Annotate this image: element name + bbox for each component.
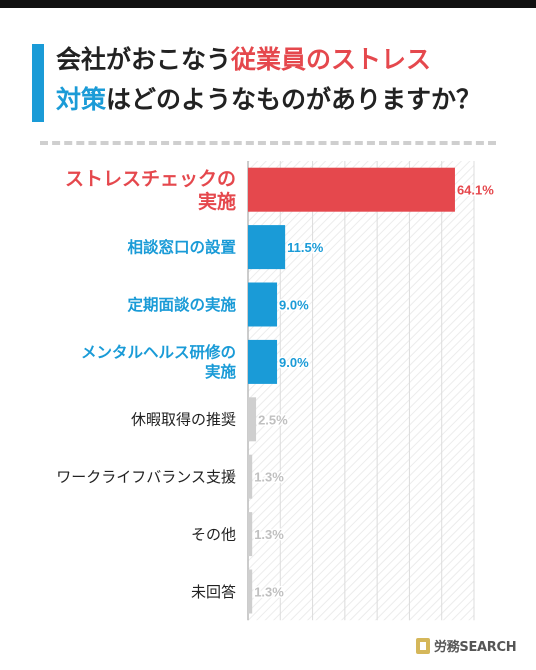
bar xyxy=(248,512,253,557)
book-icon xyxy=(416,637,430,654)
value-label: 1.3% xyxy=(254,585,284,600)
title-accent-bar xyxy=(32,44,44,122)
category-label: ワークライフバランス支援 xyxy=(56,468,236,486)
category-label: 実施 xyxy=(198,190,236,213)
category-label: 実施 xyxy=(205,362,237,381)
brand-logo: 労務SEARCH xyxy=(416,636,517,655)
bar xyxy=(248,397,257,442)
title-line-2: 対策はどのようなものがありますか？ xyxy=(56,80,526,120)
category-label: 休暇取得の推奨 xyxy=(131,411,236,429)
value-label: 1.3% xyxy=(254,527,284,542)
bar xyxy=(248,339,278,384)
value-label: 2.5% xyxy=(258,412,288,427)
value-label: 64.1% xyxy=(457,183,494,198)
value-label: 9.0% xyxy=(279,298,309,313)
title-line-1: 会社がおこなう従業員のストレス xyxy=(56,40,526,80)
plot-background xyxy=(248,161,474,621)
category-label: 未回答 xyxy=(191,583,236,601)
value-label: 11.5% xyxy=(287,240,324,255)
bar xyxy=(248,454,253,499)
brand-name: 労務SEARCH xyxy=(434,636,517,655)
title-highlight-blue: 対策 xyxy=(56,85,107,114)
value-label: 1.3% xyxy=(254,470,284,485)
category-label: メンタルヘルス研修の xyxy=(81,343,236,362)
title-prefix: 会社がおこなう xyxy=(56,45,232,74)
bar-chart: 10203040506070ストレスチェックの実施64.1%相談窓口の設置11.… xyxy=(56,161,496,621)
brand-name-b: SEARCH xyxy=(459,640,517,655)
category-label: 相談窓口の設置 xyxy=(127,238,236,257)
bar xyxy=(248,167,455,212)
value-label: 9.0% xyxy=(279,355,309,370)
bar xyxy=(248,225,286,270)
title-suffix: はどのようなものがありますか？ xyxy=(106,85,482,114)
dashed-divider xyxy=(40,141,496,145)
brand-name-a: 労務 xyxy=(434,640,460,655)
category-label: 定期面談の実施 xyxy=(127,295,236,314)
bar xyxy=(248,569,253,614)
chart-title: 会社がおこなう従業員のストレス 対策はどのようなものがありますか？ xyxy=(56,40,526,120)
category-label: その他 xyxy=(191,526,236,544)
bar xyxy=(248,282,278,327)
category-label: ストレスチェックの xyxy=(65,168,236,190)
title-highlight-red: 従業員のストレス xyxy=(231,45,432,74)
